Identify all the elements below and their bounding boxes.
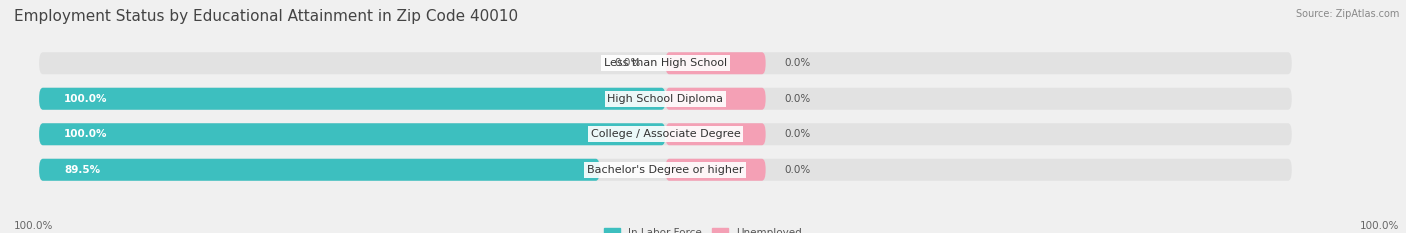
Text: 89.5%: 89.5% [65, 165, 100, 175]
Text: 0.0%: 0.0% [785, 94, 811, 104]
FancyBboxPatch shape [39, 123, 1292, 145]
Text: 100.0%: 100.0% [14, 221, 53, 231]
Text: College / Associate Degree: College / Associate Degree [591, 129, 741, 139]
Text: 100.0%: 100.0% [65, 94, 108, 104]
FancyBboxPatch shape [39, 159, 1292, 181]
FancyBboxPatch shape [39, 52, 1292, 74]
Text: 0.0%: 0.0% [785, 58, 811, 68]
FancyBboxPatch shape [665, 159, 766, 181]
FancyBboxPatch shape [39, 123, 665, 145]
Text: 0.0%: 0.0% [614, 58, 640, 68]
FancyBboxPatch shape [665, 52, 766, 74]
FancyBboxPatch shape [39, 88, 1292, 110]
Text: 100.0%: 100.0% [1360, 221, 1399, 231]
FancyBboxPatch shape [39, 88, 665, 110]
Text: Bachelor's Degree or higher: Bachelor's Degree or higher [588, 165, 744, 175]
FancyBboxPatch shape [39, 159, 599, 181]
Text: Source: ZipAtlas.com: Source: ZipAtlas.com [1295, 9, 1399, 19]
Text: Employment Status by Educational Attainment in Zip Code 40010: Employment Status by Educational Attainm… [14, 9, 519, 24]
Text: Less than High School: Less than High School [603, 58, 727, 68]
FancyBboxPatch shape [665, 123, 766, 145]
Legend: In Labor Force, Unemployed: In Labor Force, Unemployed [600, 224, 806, 233]
Text: High School Diploma: High School Diploma [607, 94, 724, 104]
Text: 0.0%: 0.0% [785, 129, 811, 139]
FancyBboxPatch shape [665, 88, 766, 110]
Text: 0.0%: 0.0% [785, 165, 811, 175]
Text: 100.0%: 100.0% [65, 129, 108, 139]
